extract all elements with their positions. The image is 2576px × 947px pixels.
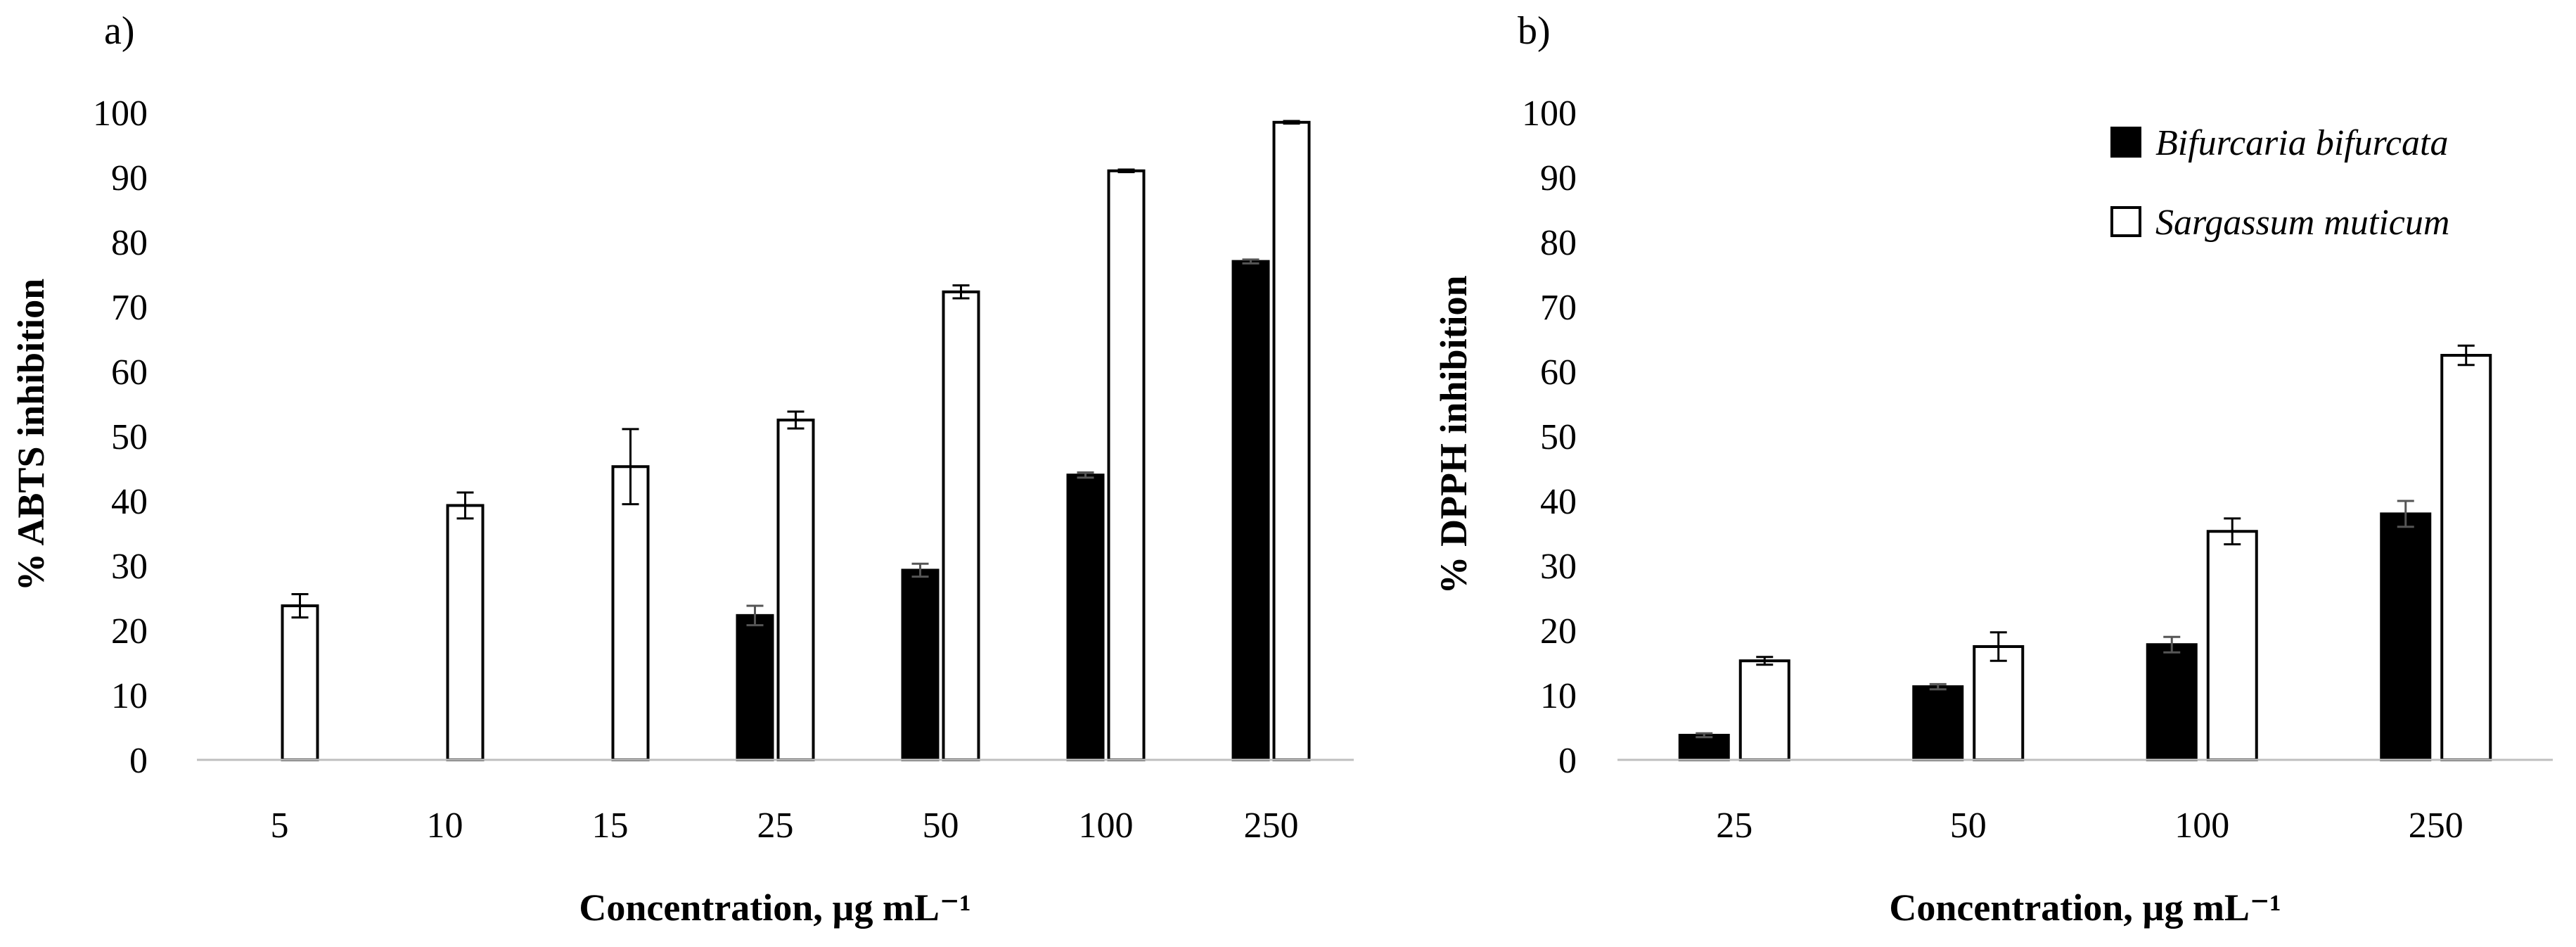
panel-a-y-tick-label: 90 (111, 158, 148, 198)
panel-b-y-tick-label: 10 (1540, 676, 1577, 716)
panel-a-y-tick-label: 100 (93, 94, 148, 134)
panel-b-error-bar-sargassum-25 (1756, 656, 1774, 666)
panel-a-x-axis-title: Concentration, µg mL⁻¹ (579, 886, 970, 929)
panel-a-y-tick-label: 10 (111, 676, 148, 716)
panel-a-x-tick-label: 50 (923, 806, 959, 846)
panel-b-error-bar-sargassum-50 (1989, 631, 2007, 662)
panel-b-x-tick-label: 50 (1950, 806, 1987, 846)
panel-a-x-tick-label: 100 (1079, 806, 1134, 846)
panel-a-bar-sargassum-250 (1272, 120, 1311, 762)
panel-a-bar-sargassum-15 (611, 465, 650, 761)
panel-a-x-tick-label: 250 (1244, 806, 1299, 846)
panel-b-x-tick-label: 100 (2174, 806, 2229, 846)
panel-a-bar-sargassum-25 (776, 419, 815, 761)
panel-b-bar-bifurcaria-50 (1912, 685, 1964, 761)
panel-a-y-tick-label: 30 (111, 547, 148, 587)
panel-a-y-tick-label: 80 (111, 223, 148, 263)
legend-label-bifurcaria: Bifurcaria bifurcata (2155, 123, 2448, 163)
panel-a-error-bar-sargassum-50 (952, 284, 970, 300)
panel-b-y-axis-title: % DPPH inhibition (1433, 275, 1475, 594)
panel-b-error-bar-sargassum-100 (2224, 517, 2241, 546)
panel-a-y-tick-label: 50 (111, 417, 148, 457)
panel-a-error-bar-bifurcaria-25 (746, 604, 764, 627)
panel-a-x-tick-label: 5 (271, 806, 289, 846)
legend-swatch-open (2110, 206, 2141, 237)
panel-b-x-axis-title: Concentration, µg mL⁻¹ (1889, 886, 2281, 929)
panel-b-y-tick-label: 60 (1540, 352, 1577, 393)
panel-a-y-tick-label: 70 (111, 288, 148, 328)
panel-b-bars (1678, 354, 2492, 762)
panel-b-x-tick-labels: 25 50 100 250 (1716, 806, 2463, 846)
panel-b-bar-bifurcaria-250 (2380, 512, 2432, 762)
panel-a-x-tick-label: 15 (592, 806, 629, 846)
legend-item-bifurcaria: Bifurcaria bifurcata (2110, 123, 2448, 163)
panel-a-bar-bifurcaria-25 (736, 614, 774, 762)
panel-b-y-tick-label: 0 (1558, 741, 1577, 781)
panel-a-x-tick-labels: 5 10 15 25 50 100 250 (271, 806, 1299, 846)
panel-a-error-bar-sargassum-25 (787, 410, 805, 430)
panel-a-y-tick-label: 40 (111, 482, 148, 522)
panel-a-abts-chart: a) % ABTS inhibition Concentration, µg m… (10, 9, 1354, 929)
panel-a-y-tick-label: 20 (111, 611, 148, 652)
panel-b-dpph-chart: b) % DPPH inhibition Concentration, µg m… (1433, 9, 2553, 929)
panel-b-bar-sargassum-100 (2206, 530, 2258, 761)
panel-b-y-tick-label: 40 (1540, 482, 1577, 522)
panel-a-bar-bifurcaria-100 (1066, 474, 1105, 761)
legend-label-sargassum: Sargassum muticum (2155, 203, 2449, 243)
panel-b-bar-bifurcaria-100 (2146, 643, 2198, 761)
panel-b-x-tick-label: 25 (1716, 806, 1752, 846)
panel-a-error-bar-sargassum-10 (456, 491, 474, 520)
panel-b-y-tick-labels: 0 10 20 30 40 50 60 70 80 90 100 (1522, 94, 1577, 781)
panel-b-bar-sargassum-25 (1738, 659, 1790, 761)
legend-item-sargassum: Sargassum muticum (2110, 203, 2449, 243)
panel-a-error-bar-sargassum-15 (622, 428, 639, 506)
panel-a-y-tick-labels: 0 10 20 30 40 50 60 70 80 90 100 (93, 94, 148, 781)
panel-b-bar-sargassum-50 (1973, 645, 2025, 761)
panel-a-bar-bifurcaria-250 (1231, 260, 1270, 762)
panel-a-error-bar-bifurcaria-100 (1077, 471, 1094, 479)
panel-b-y-tick-label: 70 (1540, 288, 1577, 328)
panel-a-error-bar-sargassum-100 (1117, 168, 1135, 174)
panel-a-error-bar-bifurcaria-250 (1242, 258, 1260, 265)
panel-b-y-tick-label: 20 (1540, 611, 1577, 652)
panel-a-y-axis-title: % ABTS inhibition (10, 279, 52, 591)
panel-b-bar-bifurcaria-25 (1678, 734, 1730, 762)
panel-b-y-tick-label: 30 (1540, 547, 1577, 587)
panel-a-y-tick-label: 0 (129, 741, 148, 781)
panel-b-y-tick-label: 100 (1522, 94, 1577, 134)
panel-a-bar-sargassum-50 (942, 290, 980, 761)
panel-b-error-bars (1696, 344, 2475, 739)
panel-a-x-tick-label: 10 (427, 806, 463, 846)
panel-a-bar-sargassum-100 (1107, 169, 1146, 762)
panel-a-bar-bifurcaria-50 (901, 568, 940, 761)
panel-b-x-tick-label: 250 (2409, 806, 2463, 846)
panel-b-y-tick-label: 90 (1540, 158, 1577, 198)
panel-a-bar-sargassum-10 (446, 504, 485, 761)
panel-b-error-bar-bifurcaria-50 (1929, 682, 1947, 691)
panel-b-y-tick-label: 50 (1540, 417, 1577, 457)
panel-a-x-tick-label: 25 (757, 806, 794, 846)
panel-a-label: a) (104, 9, 135, 53)
panel-a-bar-sargassum-5 (281, 604, 319, 761)
panel-b-error-bar-bifurcaria-25 (1696, 732, 1713, 739)
panel-a-error-bars (291, 120, 1300, 627)
panel-a-y-tick-label: 60 (111, 352, 148, 393)
panel-b-label: b) (1518, 9, 1551, 53)
legend-swatch-filled (2110, 127, 2141, 158)
panel-a-error-bar-sargassum-5 (291, 592, 309, 619)
panel-b-y-tick-label: 80 (1540, 223, 1577, 263)
panel-a-error-bar-bifurcaria-50 (911, 562, 929, 578)
panel-b-error-bar-bifurcaria-100 (2163, 635, 2181, 654)
panel-b-bar-sargassum-250 (2440, 354, 2492, 761)
panel-a-error-bar-sargassum-250 (1283, 120, 1300, 125)
legend: Bifurcaria bifurcata Sargassum muticum (2110, 123, 2449, 243)
panel-b-error-bar-bifurcaria-250 (2397, 500, 2414, 528)
panel-b-error-bar-sargassum-250 (2457, 344, 2475, 367)
panel-a-bars (281, 120, 1311, 762)
